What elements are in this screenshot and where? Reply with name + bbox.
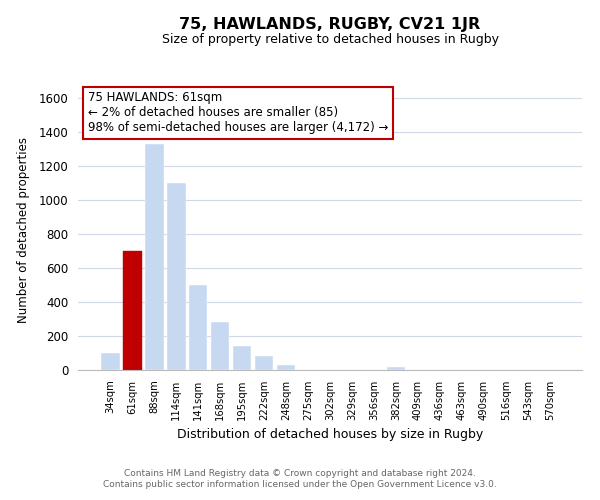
Bar (123, 251, 142, 370)
Bar (101, 353, 119, 370)
Bar (211, 322, 229, 370)
Text: Size of property relative to detached houses in Rugby: Size of property relative to detached ho… (161, 32, 499, 46)
Bar (386, 366, 405, 370)
Text: 75, HAWLANDS, RUGBY, CV21 1JR: 75, HAWLANDS, RUGBY, CV21 1JR (179, 18, 481, 32)
Bar (277, 365, 295, 370)
Text: Contains HM Land Registry data © Crown copyright and database right 2024.: Contains HM Land Registry data © Crown c… (124, 468, 476, 477)
Y-axis label: Number of detached properties: Number of detached properties (17, 137, 30, 323)
Bar (189, 285, 208, 370)
Text: 75 HAWLANDS: 61sqm
← 2% of detached houses are smaller (85)
98% of semi-detached: 75 HAWLANDS: 61sqm ← 2% of detached hous… (88, 92, 388, 134)
X-axis label: Distribution of detached houses by size in Rugby: Distribution of detached houses by size … (177, 428, 483, 442)
Bar (145, 144, 164, 370)
Bar (255, 356, 274, 370)
Bar (167, 184, 185, 370)
Text: Contains public sector information licensed under the Open Government Licence v3: Contains public sector information licen… (103, 480, 497, 489)
Bar (233, 346, 251, 370)
